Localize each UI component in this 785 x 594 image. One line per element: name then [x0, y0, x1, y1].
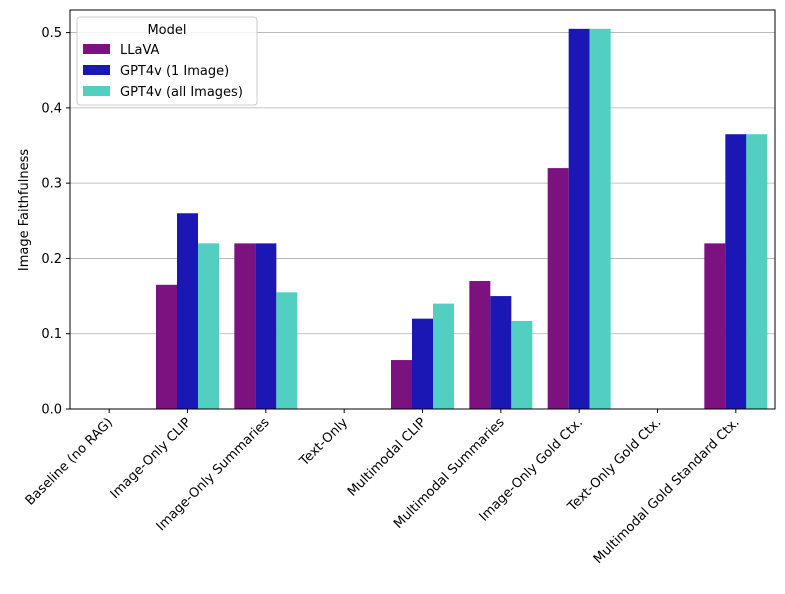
legend-swatch	[83, 44, 110, 54]
y-tick-label: 0.0	[41, 403, 62, 418]
bar-1	[704, 243, 726, 409]
y-tick-label: 0.4	[41, 101, 62, 116]
bar-3	[746, 134, 768, 409]
legend: Model LLaVA GPT4v (1 Image) GPT4v (all Ima…	[76, 16, 258, 106]
y-tick-label: 0.3	[41, 177, 62, 192]
bar-1	[391, 360, 412, 409]
bar-1	[234, 243, 256, 409]
y-axis: 0.0 0.1 0.2 0.3 0.4 0.5	[41, 26, 70, 418]
bar-2	[177, 213, 198, 409]
bar-1	[156, 284, 177, 409]
bar-3	[589, 28, 611, 410]
legend-label: GPT4v (all Images)	[120, 85, 243, 100]
bar-1	[547, 168, 569, 409]
bar-3	[511, 320, 533, 409]
legend-box	[76, 16, 258, 106]
bar-2	[490, 296, 512, 409]
legend-label: GPT4v (1 Image)	[120, 64, 229, 79]
x-tick-label: Text-Only	[296, 415, 351, 470]
legend-swatch	[83, 65, 110, 75]
x-tick-label: Multimodal CLIP	[345, 415, 430, 500]
legend-title: Model	[147, 23, 186, 38]
bars	[156, 28, 768, 410]
x-tick-label: Baseline (no RAG)	[23, 415, 116, 508]
y-tick-label: 0.2	[41, 252, 62, 267]
y-axis-label: Image Faithfulness	[17, 149, 32, 271]
bar-2	[725, 134, 747, 409]
legend-label: LLaVA	[120, 43, 160, 58]
x-tick-label: Multimodal Gold Standard Ctx.	[591, 415, 743, 567]
bar-3	[433, 303, 454, 409]
bar-2	[255, 243, 277, 409]
bar-2	[568, 28, 590, 410]
x-tick-label: Image-Only CLIP	[108, 415, 195, 502]
bar-3	[198, 243, 219, 409]
x-axis: Baseline (no RAG)Image-Only CLIPImage-On…	[23, 409, 743, 567]
bar-1	[469, 281, 491, 409]
bar-2	[412, 318, 433, 409]
y-tick-label: 0.1	[41, 327, 62, 342]
y-tick-label: 0.5	[41, 26, 62, 41]
legend-swatch	[83, 86, 110, 96]
bar-3	[276, 292, 298, 409]
